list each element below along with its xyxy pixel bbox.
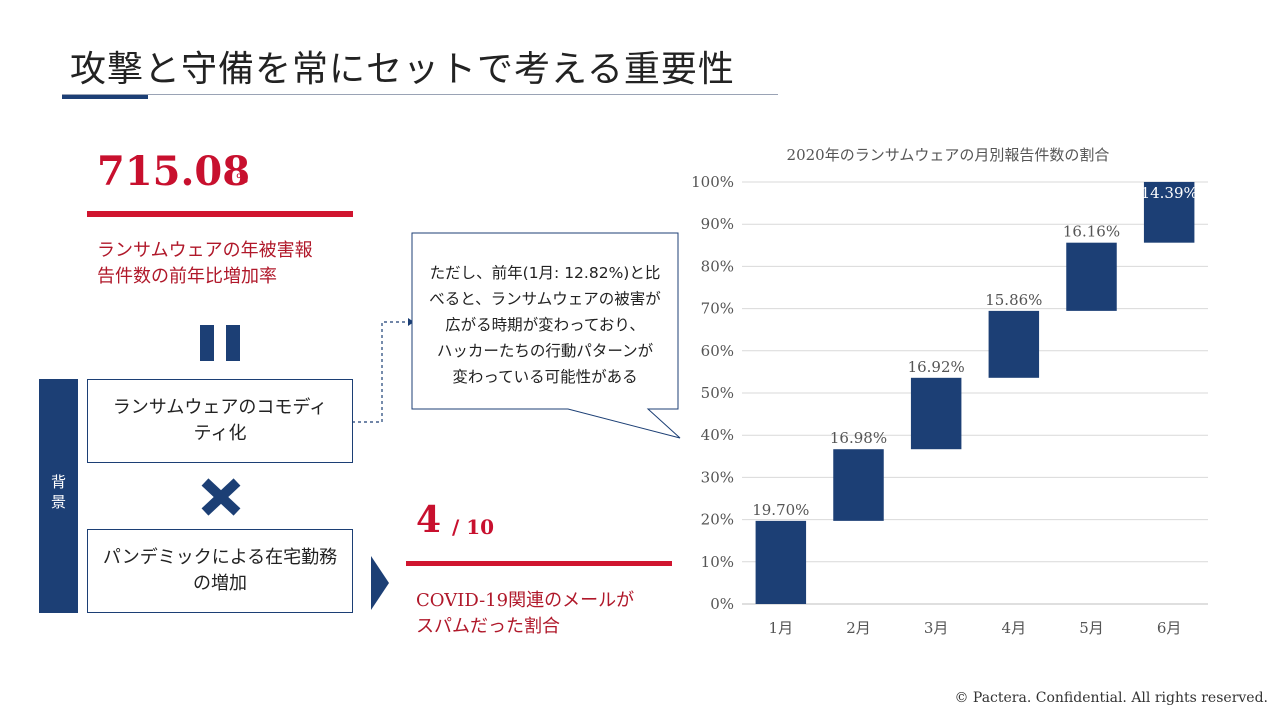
background-label-char2: 景: [50, 493, 66, 511]
y-tick-label: 40%: [701, 426, 734, 444]
value-label: 19.70%: [752, 501, 809, 519]
bar-2: [833, 449, 884, 521]
cause-box-pandemic-line1: パンデミックによる在宅勤務: [102, 547, 338, 568]
background-label: 背 景: [39, 472, 78, 512]
stat-spam-desc-line2: スパムだった割合: [416, 616, 560, 637]
chart-x-ticks: 1月 2月 3月 4月 5月 6月: [769, 619, 1182, 637]
stat-increase-description: ランサムウェアの年被害報 告件数の前年比増加率: [97, 238, 347, 290]
y-tick-label: 70%: [701, 300, 734, 318]
callout-line4: ハッカーたちの行動パターンが: [436, 342, 654, 360]
equals-icon: [200, 325, 240, 361]
y-tick-label: 0%: [710, 595, 734, 613]
bar-1: [755, 520, 807, 604]
y-tick-label: 90%: [701, 215, 734, 233]
speech-bubble: [411, 232, 681, 439]
value-label: 14.39%: [1141, 184, 1198, 202]
title-accent-bar: [62, 95, 148, 99]
cause-box-commodity: ランサムウェアのコモディ ティ化: [87, 379, 353, 463]
stat-increase-unit: %: [236, 172, 249, 187]
stat-spam-desc-line1: COVID-19関連のメールが: [416, 590, 635, 611]
callout-shapes: [352, 232, 681, 439]
cause-box-commodity-line2: ティ化: [193, 423, 247, 444]
value-label: 16.98%: [830, 429, 887, 447]
background-label-bar: [39, 379, 78, 613]
chart-title: 2020年のランサムウェアの月別報告件数の割合: [787, 146, 1110, 164]
y-tick-label: 10%: [701, 553, 734, 571]
stat-increase-value: 715.08: [97, 148, 251, 195]
value-label: 16.92%: [908, 358, 965, 376]
page-title: 攻撃と守備を常にセットで考える重要性: [70, 49, 735, 90]
stat-increase-desc-line2: 告件数の前年比増加率: [97, 266, 277, 287]
stat-spam-bar: [406, 561, 672, 566]
cause-box-pandemic-line2: の増加: [192, 573, 247, 594]
bar-4: [988, 310, 1040, 378]
stat-spam-denominator: / 10: [452, 515, 495, 539]
callout-line1: ただし、前年(1月: 12.82%)と比: [429, 264, 661, 282]
cause-box-commodity-line1: ランサムウェアのコモディ: [112, 397, 328, 418]
callout-text: ただし、前年(1月: 12.82%)と比 べると、ランサムウェアの被害が 広がる…: [412, 260, 678, 390]
x-tick-label: 5月: [1079, 619, 1104, 637]
x-tick-label: 6月: [1157, 619, 1182, 637]
x-tick-label: 2月: [846, 619, 871, 637]
stat-spam-description: COVID-19関連のメールが スパムだった割合: [416, 588, 676, 640]
value-label: 16.16%: [1063, 223, 1120, 241]
background-label-char1: 背: [50, 473, 66, 491]
chart-value-labels: 19.70% 16.98% 16.92% 15.86% 16.16% 14.39%: [752, 184, 1198, 519]
chart-y-ticks: 0% 10% 20% 30% 40% 50% 60% 70% 80% 90% 100%: [691, 173, 734, 613]
cause-box-pandemic: パンデミックによる在宅勤務 の増加: [87, 529, 353, 613]
chart-bars: [755, 181, 1195, 604]
y-tick-label: 30%: [701, 468, 734, 486]
y-tick-label: 60%: [701, 342, 734, 360]
stat-increase-desc-line1: ランサムウェアの年被害報: [97, 240, 313, 261]
callout-line5: 変わっている可能性がある: [452, 368, 638, 386]
callout-line2: べると、ランサムウェアの被害が: [429, 290, 661, 308]
stat-spam-value: 4: [416, 499, 442, 541]
x-tick-label: 4月: [1002, 619, 1027, 637]
y-tick-label: 100%: [691, 173, 734, 191]
stat-increase-bar: [87, 211, 353, 217]
title-underline: [62, 94, 778, 95]
multiply-icon: [201, 478, 241, 516]
callout-line3: 広がる時期が変わっており、: [445, 316, 645, 334]
y-tick-label: 50%: [701, 384, 734, 402]
dotted-connector-arrowhead: [408, 318, 414, 326]
bar-3: [910, 377, 962, 450]
x-tick-label: 3月: [924, 619, 949, 637]
value-label: 15.86%: [985, 291, 1042, 309]
chart-grid: [742, 181, 1208, 605]
y-tick-label: 20%: [701, 511, 734, 529]
x-tick-label: 1月: [769, 619, 794, 637]
dotted-connector: [352, 321, 412, 423]
footer-copyright: © Pactera. Confidential. All rights rese…: [954, 690, 1268, 706]
y-tick-label: 80%: [701, 257, 734, 275]
arrow-right-icon: [371, 556, 389, 610]
waterfall-chart: 2020年のランサムウェアの月別報告件数の割合 0% 10% 20% 30% 40% 50…: [691, 146, 1208, 637]
bar-6: [1143, 181, 1195, 243]
bar-5: [1066, 242, 1117, 311]
